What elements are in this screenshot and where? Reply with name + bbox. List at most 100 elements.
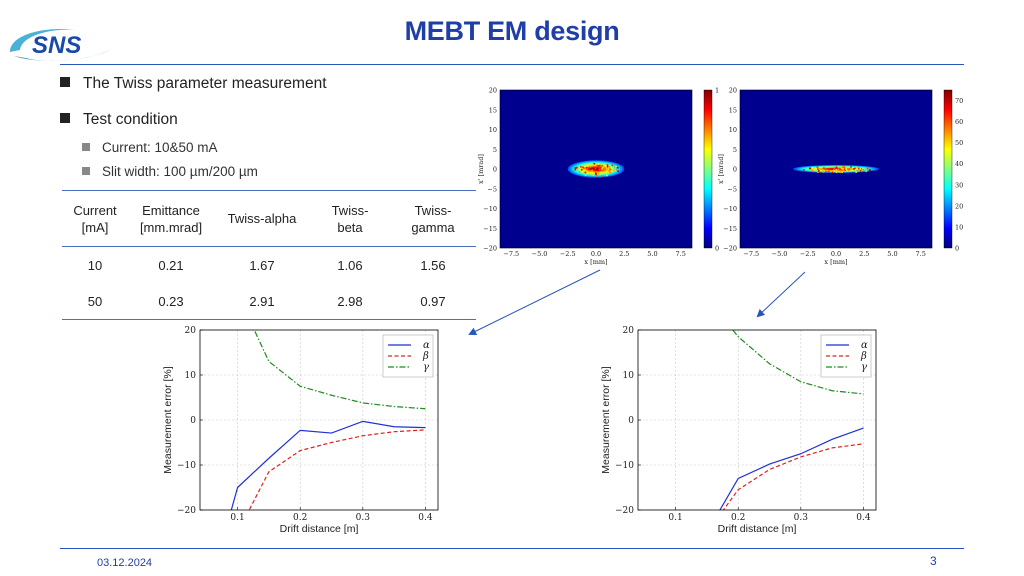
footer-date: 03.12.2024 <box>97 557 153 569</box>
heatmap-pixel <box>811 169 814 172</box>
heatmap-frame <box>739 89 933 249</box>
heatmap-pixel <box>850 167 852 169</box>
bullet-square-icon <box>60 77 70 87</box>
y-axis-label: x' [mrad] <box>477 154 485 184</box>
heatmap-pixel <box>839 169 841 172</box>
heatmap-pixel <box>591 171 594 174</box>
heatmap-pixel <box>584 171 587 174</box>
y-axis-label: Measurement error [%] <box>600 366 612 473</box>
sub-bullet-current: Current: 10&50 mA <box>82 140 218 155</box>
heatmap-pixel <box>853 168 855 170</box>
heatmap-pixel <box>591 170 593 173</box>
colorbar <box>703 89 713 249</box>
bullet-square-icon <box>60 113 70 123</box>
y-tick-label: −20 <box>177 506 196 516</box>
heatmap-pixel <box>614 169 616 171</box>
heatmap-pixel <box>611 169 613 172</box>
header-twiss-gamma: Twiss-gamma <box>411 202 455 235</box>
series-line-gamma <box>253 330 426 410</box>
x-tick-label: 7.5 <box>676 250 686 258</box>
heatmap-pixel <box>615 168 618 171</box>
heatmap-pixel <box>581 170 583 173</box>
x-tick-label: −5.0 <box>772 250 788 258</box>
x-axis-label: Drift distance [m] <box>718 523 797 535</box>
heatmap-pixel <box>605 171 607 173</box>
error-vs-drift-chart-left: 0.1 0.2 0.3 0.4 20 10 0 −10 −20 Drift distance [m… <box>162 326 439 535</box>
bullet-text: Current: 10&50 mA <box>102 140 218 155</box>
heatmap-pixel <box>859 167 862 170</box>
x-axis-label: x [mm] <box>584 258 607 266</box>
heatmap-pixel <box>828 170 830 173</box>
heatmap-pixel <box>584 174 587 177</box>
heatmap-pixel <box>601 175 603 178</box>
heatmap-pixel <box>844 169 847 171</box>
heatmap-pixel <box>582 166 584 169</box>
heatmap-pixel <box>808 168 811 170</box>
connector-arrows <box>468 269 806 335</box>
heatmap-pixel <box>822 171 824 174</box>
series-line-beta <box>248 429 426 510</box>
heatmap-pixel <box>581 168 583 171</box>
table-cell: 0.23 <box>158 293 184 309</box>
y-axis-label: x' [mrad] <box>717 154 725 184</box>
x-tick-label: 0.3 <box>794 513 809 523</box>
series-line-beta <box>722 443 864 510</box>
x-tick-label: 0.0 <box>591 250 601 258</box>
y-tick-label: 10 <box>489 126 497 134</box>
x-tick-label: 0.3 <box>356 513 371 523</box>
colorbar-tick-label: 0 <box>955 245 959 253</box>
heatmap-pixel <box>596 175 598 177</box>
heatmap-pixel <box>592 174 594 177</box>
y-tick-label: −5 <box>727 185 737 193</box>
x-tick-label: −2.5 <box>800 250 816 258</box>
x-tick-label: 2.5 <box>859 250 869 258</box>
y-tick-label: 20 <box>729 87 737 95</box>
page-number: 3 <box>930 554 937 568</box>
table-row: 50 0.23 2.91 2.98 0.97 <box>62 283 476 320</box>
x-tick-label: 2.5 <box>619 250 629 258</box>
bullet-text: Slit width: 100 µm/200 µm <box>102 164 258 179</box>
y-tick-label: −15 <box>723 225 737 233</box>
heatmap-pixel <box>841 171 844 173</box>
heatmap-pixel <box>594 167 597 170</box>
heatmap-pixel <box>817 171 819 174</box>
heatmap-pixel <box>857 167 860 170</box>
legend-label: α <box>423 340 430 351</box>
colorbar-tick-label: 20 <box>955 202 963 210</box>
heatmap-pixel <box>576 166 578 169</box>
x-tick-label: 0.0 <box>831 250 841 258</box>
slide-title: MEBT EM design <box>404 16 620 46</box>
heatmap-pixel <box>837 168 840 171</box>
x-tick-label: 0.2 <box>731 513 745 523</box>
heatmap-pixel <box>590 168 592 170</box>
heatmap-pixel <box>843 166 845 168</box>
x-tick-label: −7.5 <box>743 250 759 258</box>
heatmap-pixel <box>609 171 612 174</box>
footer-divider <box>60 548 964 549</box>
colorbar-tick-label: 10 <box>955 223 963 231</box>
y-tick-label: 5 <box>493 146 497 154</box>
heatmap-pixel <box>866 167 869 170</box>
arrow-right <box>756 271 806 318</box>
logo-text: SNS <box>32 32 81 59</box>
sns-swirl-icon: SNS <box>10 28 110 61</box>
heatmap-pixel <box>583 167 585 170</box>
header-current: Current [mA] <box>73 202 117 235</box>
heatmap-pixel <box>864 168 867 170</box>
heatmap-pixel <box>835 167 838 170</box>
x-axis-label: x [mm] <box>824 258 847 266</box>
heatmap-pixel <box>611 170 614 172</box>
colorbar-tick-label: 1 <box>715 87 719 95</box>
table-header-row: Current [mA] Emittance [mm.mrad] Twiss-alp… <box>62 190 476 247</box>
heatmap-pixel <box>588 168 590 171</box>
heatmap-pixel <box>596 164 599 166</box>
x-tick-label: −7.5 <box>503 250 519 258</box>
y-tick-label: −20 <box>723 245 737 253</box>
y-tick-label: 5 <box>733 146 737 154</box>
heatmap-pixel <box>597 173 600 175</box>
heatmap-pixel <box>606 165 609 168</box>
x-axis-label: Drift distance [m] <box>280 523 359 535</box>
heatmap-pixel <box>841 169 843 172</box>
x-tick-label: 0.1 <box>230 513 244 523</box>
